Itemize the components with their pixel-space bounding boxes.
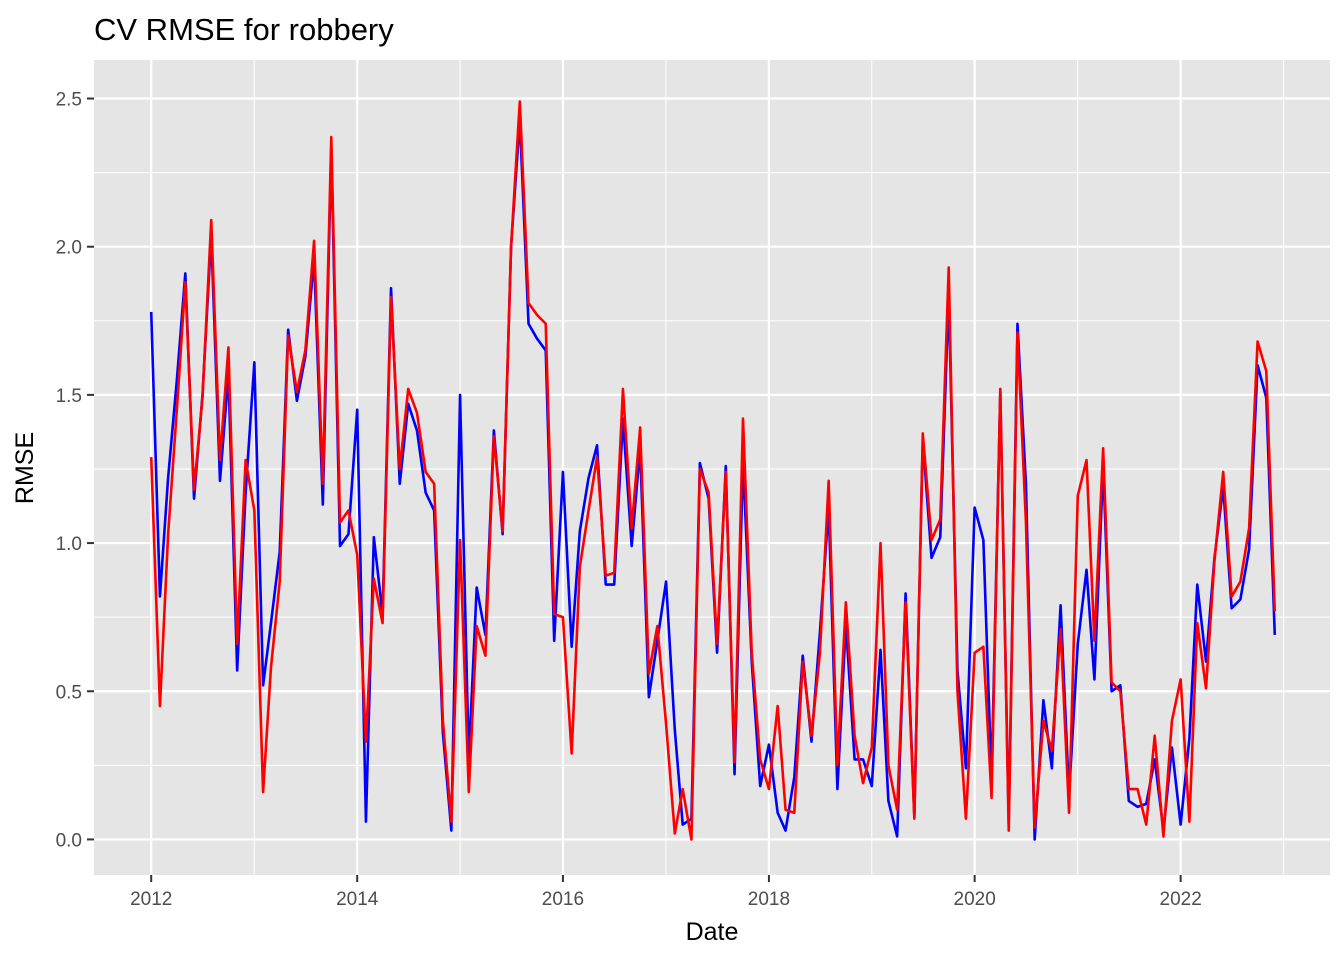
x-tick-label: 2018 [748, 889, 790, 910]
chart-title: CV RMSE for robbery [94, 12, 394, 47]
x-axis: 2012 2014 2016 2018 2020 2022 [130, 875, 1202, 910]
minor-gridlines [94, 60, 1330, 875]
y-axis-title: RMSE [11, 432, 39, 504]
plot-panel [94, 60, 1330, 875]
y-tick-label: 0.0 [56, 830, 82, 851]
x-tick-label: 2020 [954, 889, 996, 910]
y-tick-label: 1.5 [56, 386, 82, 407]
x-tick-label: 2012 [130, 889, 172, 910]
x-axis-title: Date [686, 918, 739, 946]
x-tick-label: 2014 [336, 889, 379, 910]
series-layer [149, 100, 1277, 841]
y-tick-label: 2.5 [56, 90, 82, 111]
y-tick-label: 1.0 [56, 534, 82, 555]
y-tick-label: 2.0 [56, 238, 82, 259]
x-tick-label: 2022 [1160, 889, 1202, 910]
x-tick-label: 2016 [542, 889, 584, 910]
series-line-2 [149, 100, 1277, 841]
y-axis: 0.0 0.5 1.0 1.5 2.0 2.5 [56, 90, 94, 851]
y-tick-label: 0.5 [56, 682, 82, 703]
